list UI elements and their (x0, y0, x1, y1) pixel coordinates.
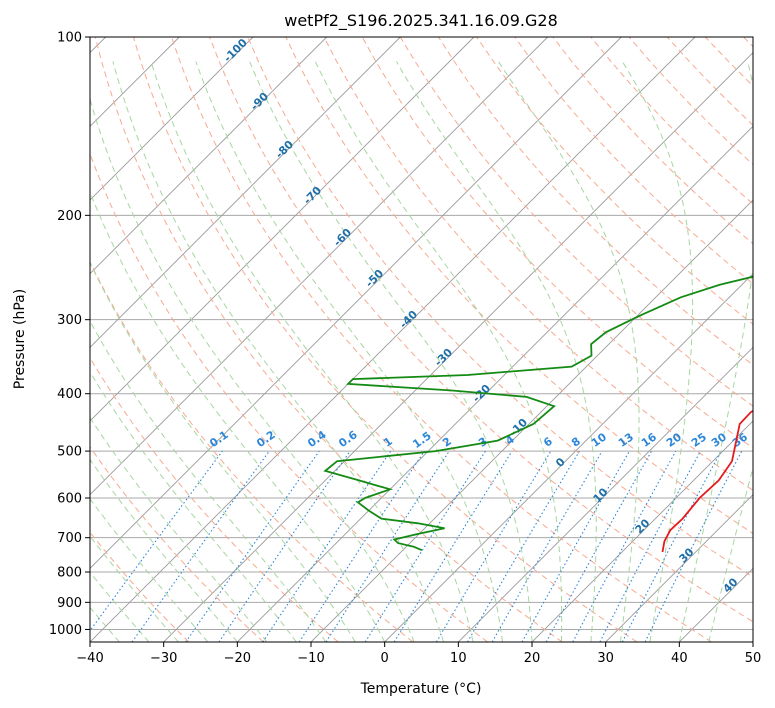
dry-adiabat (90, 356, 339, 642)
y-tick-label: 300 (57, 313, 82, 328)
isotherm (384, 273, 753, 642)
y-axis: 100 200 300 400 500 600 700 800 900 1000 (49, 31, 90, 638)
x-tick-label: 30 (597, 651, 614, 666)
y-tick-label: 500 (57, 445, 82, 460)
y-tick-label: 200 (57, 209, 82, 224)
dry-adiabat-lines (90, 37, 753, 642)
dry-adiabat (132, 37, 638, 642)
dry-adiabat (171, 37, 712, 642)
moist-adiabat (708, 465, 753, 642)
mixing-ratio-line (90, 450, 223, 632)
isotherm (90, 37, 548, 496)
mixing-ratio-line (545, 450, 653, 642)
isotherm (90, 37, 622, 569)
x-axis: −40 −30 −20 −10 0 10 20 30 40 50 (76, 642, 761, 666)
isotherm (458, 346, 753, 642)
isobar-lines (90, 37, 753, 630)
y-tick-label: 700 (57, 531, 82, 546)
x-tick-label: −20 (224, 651, 251, 666)
dry-adiabat (90, 446, 264, 642)
y-axis-label: Pressure (hPa) (12, 289, 28, 389)
isotherm (163, 52, 753, 642)
mixing-ratio-line (572, 450, 677, 642)
x-tick-label: −10 (297, 651, 324, 666)
moist-adiabat (678, 61, 753, 642)
isotherm (605, 494, 753, 642)
moist-adiabat (112, 61, 445, 642)
isotherm (90, 37, 696, 642)
mixing-ratio-line (325, 450, 450, 642)
mixing-ratio-line (218, 450, 351, 642)
x-tick-label: 10 (450, 651, 467, 666)
y-tick-label: 900 (57, 596, 82, 611)
y-tick-label: 100 (57, 31, 82, 46)
dry-adiabat (323, 37, 753, 491)
y-tick-label: 800 (57, 566, 82, 581)
dry-adiabat (209, 37, 753, 623)
mixing-ratio-line (644, 450, 743, 642)
x-tick-label: 50 (745, 651, 762, 666)
plot-frame (89, 36, 754, 643)
moist-adiabat (396, 61, 597, 642)
moist-adiabat (90, 571, 150, 642)
moist-adiabat (90, 458, 238, 642)
moist-adiabat (90, 97, 415, 642)
moist-adiabat (90, 190, 386, 642)
moist-adiabat (497, 61, 640, 642)
mixing-ratio-line (521, 450, 630, 642)
isotherm (90, 37, 327, 275)
series-temperature-line (661, 409, 753, 553)
dry-adiabat (285, 37, 753, 535)
x-axis-label: Temperature (°C) (360, 681, 482, 697)
isotherm (90, 37, 475, 422)
mixing-ratio-lines (90, 450, 743, 642)
x-tick-label: 20 (524, 651, 541, 666)
dry-adiabat (247, 37, 753, 578)
x-tick-label: 40 (671, 651, 688, 666)
moist-adiabat (90, 535, 179, 642)
dry-adiabat (476, 37, 753, 325)
moist-adiabat (195, 61, 503, 642)
mixing-ratio-line (262, 450, 392, 642)
moist-adiabat (249, 61, 533, 642)
dry-adiabat (514, 37, 753, 285)
mixing-ratio-line (298, 450, 425, 642)
moist-adiabat (621, 61, 694, 642)
isotherm (90, 37, 254, 201)
x-tick-label: −30 (150, 651, 177, 666)
isotherm-lines (90, 37, 753, 642)
y-tick-label: 600 (57, 492, 82, 507)
mixing-ratio-line (131, 450, 270, 642)
series-dewpoint-line (323, 275, 753, 552)
isotherm (531, 420, 753, 642)
moist-adiabat (90, 261, 356, 642)
isotherm (90, 37, 401, 348)
dry-adiabat (90, 260, 414, 642)
moist-adiabat (314, 61, 563, 642)
moist-adiabat (90, 497, 209, 642)
chart-title: wetPf2_S196.2025.341.16.09.G28 (284, 11, 558, 31)
moist-adiabat-lines (90, 61, 753, 642)
y-tick-label: 400 (57, 387, 82, 402)
x-tick-label: 0 (381, 651, 389, 666)
moist-adiabat (90, 320, 327, 642)
mixing-ratio-line (393, 450, 513, 642)
moist-adiabat (150, 61, 474, 642)
dry-adiabat (94, 37, 563, 642)
x-tick-label: −40 (76, 651, 103, 666)
mixing-ratio-line (185, 450, 320, 642)
moist-adiabat (90, 370, 297, 642)
isotherm (237, 125, 753, 642)
moist-adiabat (90, 416, 268, 642)
y-tick-label: 1000 (49, 623, 82, 638)
